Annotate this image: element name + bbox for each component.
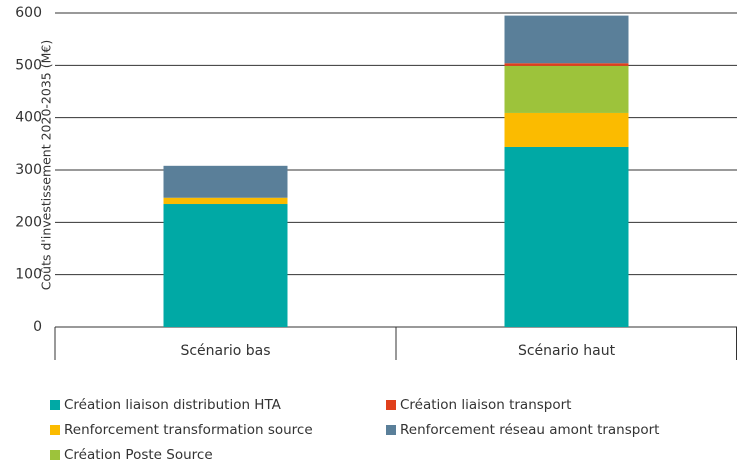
y-axis-label: Coûts d'investissement 2020-2035 (M€) bbox=[39, 40, 54, 290]
legend-swatch bbox=[386, 425, 396, 435]
legend-label: Renforcement réseau amont transport bbox=[400, 422, 659, 438]
bar-segment bbox=[504, 146, 629, 327]
y-tick-label: 300 bbox=[15, 162, 42, 178]
legend-label: Création liaison transport bbox=[400, 397, 571, 413]
legend-label: Création Poste Source bbox=[64, 447, 213, 463]
legend-label: Création liaison distribution HTA bbox=[64, 397, 282, 413]
legend-label: Renforcement transformation source bbox=[64, 422, 313, 438]
bar-segment bbox=[163, 165, 288, 198]
x-tick-label: Scénario haut bbox=[518, 343, 616, 359]
bar-segment bbox=[504, 112, 629, 147]
x-tick-label: Scénario bas bbox=[180, 343, 270, 359]
legend-swatch bbox=[50, 425, 60, 435]
bar-segment bbox=[504, 63, 629, 66]
y-tick-label: 100 bbox=[15, 267, 42, 283]
legend-swatch bbox=[386, 400, 396, 410]
bar-segment bbox=[163, 197, 288, 205]
y-tick-label: 500 bbox=[15, 57, 42, 73]
y-tick-label: 400 bbox=[15, 110, 42, 126]
bar-segment bbox=[163, 204, 288, 327]
bar-segment bbox=[504, 65, 629, 113]
legend-swatch bbox=[50, 400, 60, 410]
legend-swatch bbox=[50, 450, 60, 460]
y-tick-label: 0 bbox=[33, 319, 42, 335]
bar-segment bbox=[504, 15, 629, 64]
y-tick-label: 600 bbox=[15, 5, 42, 21]
y-tick-label: 200 bbox=[15, 214, 42, 230]
